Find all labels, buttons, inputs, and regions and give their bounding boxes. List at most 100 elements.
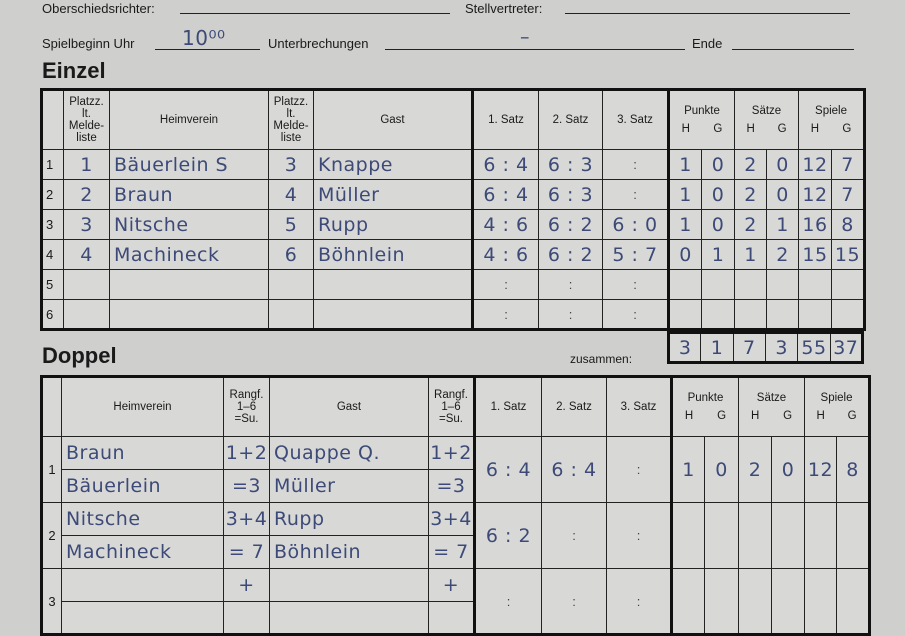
punkte-g[interactable]	[701, 299, 735, 330]
spiele-h[interactable]: 12	[798, 149, 833, 180]
home-rank[interactable]: 3	[63, 209, 110, 240]
set2[interactable]: :	[541, 568, 607, 635]
punkte-h[interactable]: 1	[670, 436, 705, 503]
guest-rank[interactable]	[268, 299, 314, 330]
saetze-g[interactable]	[770, 568, 806, 635]
home-rank[interactable]: 2	[63, 179, 110, 210]
saetze-h[interactable]	[734, 299, 767, 330]
spiele-h[interactable]: 12	[804, 436, 838, 503]
home-rank-1[interactable]: 3+4	[223, 502, 270, 536]
set3[interactable]: :	[602, 179, 669, 210]
punkte-g[interactable]: 0	[701, 149, 735, 180]
saetze-h[interactable]	[738, 568, 772, 635]
spiele-g[interactable]	[831, 269, 866, 300]
spiele-g[interactable]	[836, 568, 871, 635]
guest-player[interactable]: Müller	[313, 179, 473, 210]
home-player[interactable]: Nitsche	[109, 209, 269, 240]
home-rank-1[interactable]: +	[223, 568, 270, 602]
set1[interactable]: :	[471, 299, 539, 330]
spiele-h[interactable]: 12	[798, 179, 833, 210]
set2[interactable]: 6 : 3	[538, 149, 603, 180]
guest-rank-1[interactable]: 1+2	[428, 436, 475, 470]
spiele-h[interactable]: 15	[798, 239, 833, 270]
total-1[interactable]: 1	[700, 332, 734, 363]
spiele-h[interactable]	[798, 299, 833, 330]
guest-player-2[interactable]	[269, 601, 429, 635]
punkte-g[interactable]: 0	[701, 179, 735, 210]
set3[interactable]: :	[602, 149, 669, 180]
punkte-g[interactable]	[704, 502, 739, 569]
saetze-h[interactable]: 2	[734, 209, 767, 240]
total-4[interactable]: 55	[797, 332, 831, 363]
punkte-h[interactable]: 1	[667, 179, 702, 210]
spiele-h[interactable]	[804, 568, 838, 635]
set2[interactable]: :	[538, 269, 603, 300]
set2[interactable]: 6 : 3	[538, 179, 603, 210]
punkte-g[interactable]	[701, 269, 735, 300]
home-player[interactable]	[109, 269, 269, 300]
set1[interactable]: :	[473, 568, 542, 635]
start-field[interactable]	[155, 49, 260, 50]
spiele-g[interactable]	[836, 502, 871, 569]
guest-rank-2[interactable]: =3	[428, 469, 475, 503]
interruptions-field[interactable]	[385, 49, 685, 50]
saetze-g[interactable]	[765, 299, 800, 330]
home-player[interactable]	[109, 299, 269, 330]
guest-rank[interactable]: 4	[268, 179, 314, 210]
punkte-g[interactable]: 0	[701, 209, 735, 240]
spiele-g[interactable]: 7	[831, 179, 866, 210]
set1[interactable]: 6 : 4	[471, 149, 539, 180]
punkte-g[interactable]: 0	[704, 436, 739, 503]
set1[interactable]: 4 : 6	[471, 209, 539, 240]
guest-rank[interactable]: 3	[268, 149, 314, 180]
home-player-2[interactable]: Machineck	[61, 535, 224, 569]
spiele-g[interactable]: 8	[836, 436, 871, 503]
set2[interactable]: 6 : 4	[541, 436, 607, 503]
saetze-h[interactable]: 2	[734, 179, 767, 210]
guest-player[interactable]: Knappe	[313, 149, 473, 180]
saetze-g[interactable]: 0	[770, 436, 806, 503]
guest-player[interactable]: Rupp	[313, 209, 473, 240]
home-rank[interactable]: 1	[63, 149, 110, 180]
set3[interactable]: :	[606, 568, 672, 635]
guest-rank-2[interactable]: = 7	[428, 535, 475, 569]
punkte-h[interactable]: 1	[667, 209, 702, 240]
set3[interactable]: :	[606, 436, 672, 503]
home-rank-1[interactable]: 1+2	[223, 436, 270, 470]
guest-player[interactable]	[313, 269, 473, 300]
saetze-h[interactable]	[734, 269, 767, 300]
saetze-g[interactable]: 0	[765, 179, 800, 210]
guest-player-1[interactable]: Quappe Q.	[269, 436, 429, 470]
saetze-g[interactable]	[770, 502, 806, 569]
total-3[interactable]: 3	[764, 332, 799, 363]
guest-rank-1[interactable]: 3+4	[428, 502, 475, 536]
guest-rank[interactable]: 5	[268, 209, 314, 240]
punkte-g[interactable]: 1	[701, 239, 735, 270]
set1[interactable]: 6 : 2	[473, 502, 542, 569]
home-player-1[interactable]: Braun	[61, 436, 224, 470]
spiele-g[interactable]: 8	[831, 209, 866, 240]
saetze-g[interactable]: 0	[765, 149, 800, 180]
set2[interactable]: 6 : 2	[538, 209, 603, 240]
saetze-g[interactable]: 2	[765, 239, 800, 270]
home-rank-2[interactable]	[223, 601, 270, 635]
home-player-1[interactable]: Nitsche	[61, 502, 224, 536]
guest-player[interactable]	[313, 299, 473, 330]
set2[interactable]: :	[538, 299, 603, 330]
guest-player-2[interactable]: Böhnlein	[269, 535, 429, 569]
punkte-h[interactable]	[667, 299, 702, 330]
punkte-h[interactable]	[670, 568, 705, 635]
spiele-g[interactable]: 7	[831, 149, 866, 180]
guest-rank-2[interactable]	[428, 601, 475, 635]
home-rank-2[interactable]: =3	[223, 469, 270, 503]
saetze-g[interactable]: 1	[765, 209, 800, 240]
spiele-h[interactable]	[798, 269, 833, 300]
set2[interactable]: 6 : 2	[538, 239, 603, 270]
set1[interactable]: 6 : 4	[473, 436, 542, 503]
set3[interactable]: 5 : 7	[602, 239, 669, 270]
saetze-h[interactable]: 2	[734, 149, 767, 180]
set3[interactable]: :	[606, 502, 672, 569]
total-5[interactable]: 37	[829, 332, 864, 363]
guest-player[interactable]: Böhnlein	[313, 239, 473, 270]
home-rank[interactable]	[63, 299, 110, 330]
